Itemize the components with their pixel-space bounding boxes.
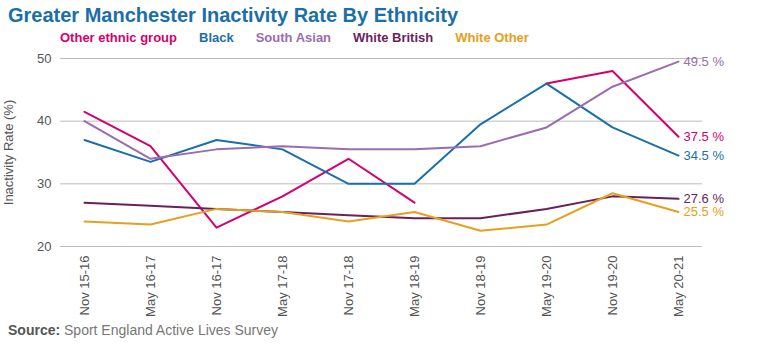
svg-text:Nov 18-19: Nov 18-19: [473, 256, 488, 316]
svg-text:May 18-19: May 18-19: [407, 256, 422, 317]
svg-text:34.5 %: 34.5 %: [684, 148, 725, 163]
html-text:Other ethnic group: Other ethnic group: [60, 30, 177, 45]
svg-text:30: 30: [37, 176, 51, 191]
svg-text:Nov 19-20: Nov 19-20: [605, 256, 620, 316]
svg-text:50: 50: [37, 51, 51, 66]
svg-text:37.5 %: 37.5 %: [684, 129, 725, 144]
html-text:Black: Black: [199, 30, 234, 45]
html-text:Greater Manchester Inactivity: Greater Manchester Inactivity Rate By Et…: [8, 4, 459, 26]
svg-text:20: 20: [37, 239, 51, 254]
svg-text:Nov 17-18: Nov 17-18: [341, 256, 356, 316]
svg-text:May 16-17: May 16-17: [143, 256, 158, 317]
svg-text:May 19-20: May 19-20: [539, 256, 554, 317]
svg-text:49.5 %: 49.5 %: [684, 54, 725, 69]
html-text:White Other: White Other: [455, 30, 529, 45]
html-text:Source: Sport England Active L: Source: Sport England Active Lives Surve…: [8, 322, 278, 338]
svg-text:May 20-21: May 20-21: [671, 256, 686, 317]
html-text:South Asian: South Asian: [255, 30, 332, 45]
svg-text:Nov 15-16: Nov 15-16: [77, 256, 92, 316]
html-text:White British: White British: [353, 30, 434, 45]
svg-text:Inactivity Rate (%): Inactivity Rate (%): [1, 100, 16, 205]
svg-text:25.5 %: 25.5 %: [684, 204, 725, 219]
svg-text:27.6 %: 27.6 %: [683, 191, 724, 206]
svg-text:Nov 16-17: Nov 16-17: [209, 256, 224, 316]
svg-text:May 17-18: May 17-18: [275, 256, 290, 317]
svg-text:40: 40: [37, 113, 51, 128]
